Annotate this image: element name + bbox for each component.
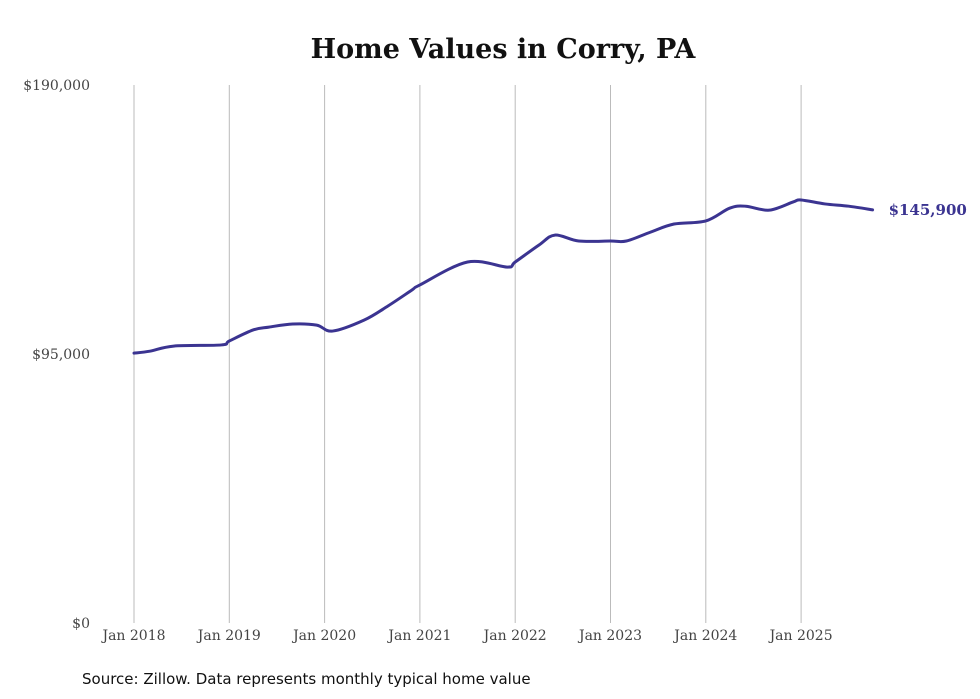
end-value-label: $145,900 xyxy=(889,201,967,219)
x-tick-label: Jan 2022 xyxy=(482,628,547,644)
y-tick-label: $95,000 xyxy=(32,347,90,363)
x-tick-label: Jan 2020 xyxy=(291,628,356,644)
x-tick-label: Jan 2018 xyxy=(100,628,165,644)
source-note: Source: Zillow. Data represents monthly … xyxy=(82,670,531,688)
x-tick-label: Jan 2021 xyxy=(386,628,451,644)
x-tick-label: Jan 2019 xyxy=(196,628,261,644)
chart-title: Home Values in Corry, PA xyxy=(311,34,697,65)
x-tick-label: Jan 2025 xyxy=(768,628,833,644)
x-tick-label: Jan 2024 xyxy=(672,628,737,644)
series-line xyxy=(132,198,875,355)
y-tick-label: $0 xyxy=(72,616,90,632)
y-tick-label: $190,000 xyxy=(23,78,90,94)
x-tick-label: Jan 2023 xyxy=(577,628,642,644)
